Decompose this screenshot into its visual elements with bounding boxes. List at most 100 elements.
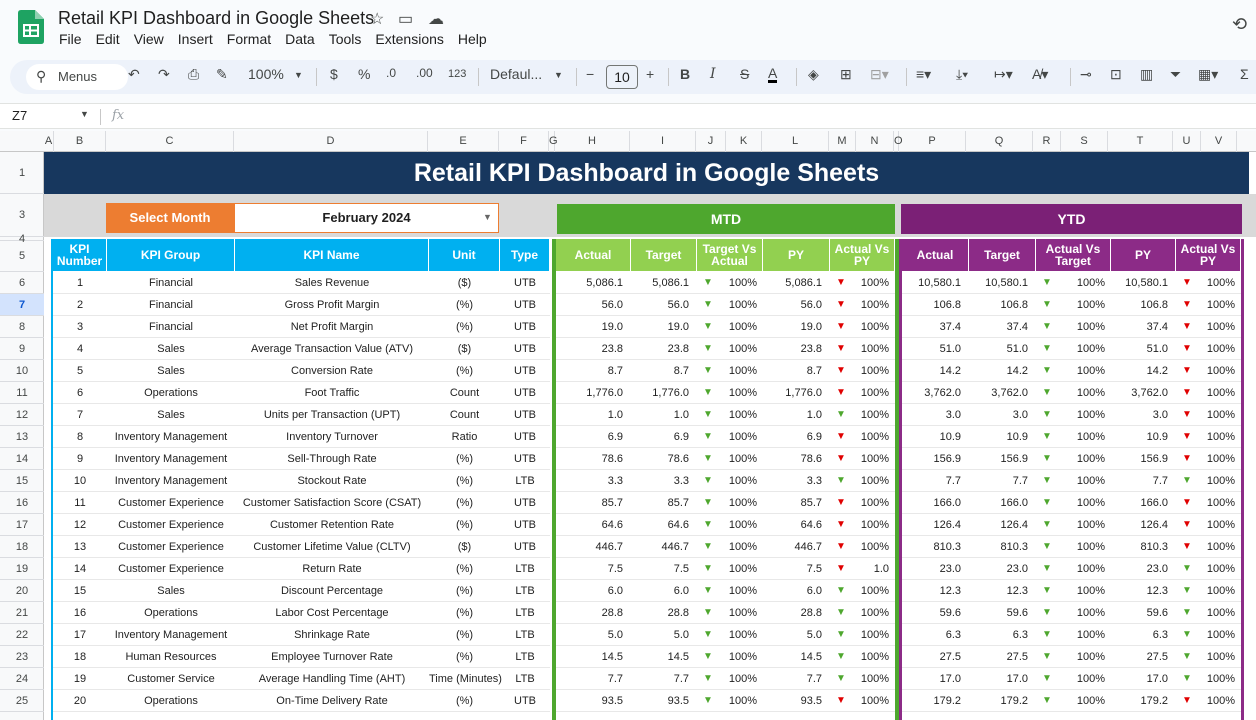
ytd-py-cell[interactable]: 3.0 <box>1111 404 1176 426</box>
insert-chart-icon[interactable]: ▥ <box>1140 66 1154 82</box>
ytd-target-cell[interactable]: 37.4 <box>969 316 1036 338</box>
row-header[interactable]: 22 <box>0 624 44 646</box>
unit-cell[interactable]: (%) <box>429 558 500 580</box>
kpi-name-cell[interactable]: Net Profit Margin <box>235 316 429 338</box>
type-cell[interactable]: LTB <box>500 580 550 602</box>
kpi-number-cell[interactable]: 11 <box>53 492 107 514</box>
kpi-number-cell[interactable]: 19 <box>53 668 107 690</box>
ytd-py-cell[interactable]: 6.3 <box>1111 624 1176 646</box>
mtd-target-cell[interactable]: 3.3 <box>631 470 697 492</box>
ytd-target-cell[interactable]: 3.0 <box>969 404 1036 426</box>
ytd-py-cell[interactable]: 37.4 <box>1111 316 1176 338</box>
menu-data[interactable]: Data <box>285 31 315 47</box>
kpi-number-cell[interactable]: 12 <box>53 514 107 536</box>
mtd-target-vs-actual-cell[interactable]: 100% <box>697 448 763 470</box>
horizontal-align-icon[interactable]: ≡▾ <box>916 66 932 82</box>
ytd-actual-vs-py-cell[interactable]: 100% <box>1176 558 1241 580</box>
ytd-actual-cell[interactable]: 179.2 <box>902 690 969 712</box>
ytd-actual-vs-target-cell[interactable]: 100% <box>1036 382 1111 404</box>
currency-format-button[interactable]: $ <box>330 66 338 82</box>
mtd-actual-cell[interactable]: 23.8 <box>556 338 631 360</box>
column-header[interactable]: D <box>234 131 428 152</box>
row-header[interactable]: 11 <box>0 382 44 404</box>
kpi-number-cell[interactable]: 5 <box>53 360 107 382</box>
mtd-actual-cell[interactable]: 6.9 <box>556 426 631 448</box>
column-header[interactable]: A <box>44 131 54 152</box>
ytd-actual-vs-target-cell[interactable]: 100% <box>1036 514 1111 536</box>
mtd-target-cell[interactable]: 85.7 <box>631 492 697 514</box>
type-cell[interactable]: UTB <box>500 382 550 404</box>
type-cell[interactable]: LTB <box>500 602 550 624</box>
ytd-actual-cell[interactable]: 106.8 <box>902 294 969 316</box>
type-cell[interactable]: LTB <box>500 624 550 646</box>
kpi-group-cell[interactable]: Financial <box>107 272 235 294</box>
mtd-actual-vs-py-cell[interactable]: 100% <box>830 360 895 382</box>
type-cell[interactable]: UTB <box>500 492 550 514</box>
menu-insert[interactable]: Insert <box>177 31 213 47</box>
ytd-py-cell[interactable]: 10,580.1 <box>1111 272 1176 294</box>
kpi-name-cell[interactable]: Sales Revenue <box>235 272 429 294</box>
number-format-button[interactable]: 123 <box>448 68 467 80</box>
ytd-actual-cell[interactable]: 156.9 <box>902 448 969 470</box>
kpi-name-cell[interactable]: Customer Lifetime Value (CLTV) <box>235 536 429 558</box>
row-header[interactable]: 15 <box>0 470 44 492</box>
mtd-target-cell[interactable]: 78.6 <box>631 448 697 470</box>
ytd-actual-vs-target-cell[interactable]: 100% <box>1036 316 1111 338</box>
ytd-target-cell[interactable]: 17.0 <box>969 668 1036 690</box>
unit-cell[interactable]: (%) <box>429 690 500 712</box>
mtd-py-cell[interactable]: 5,086.1 <box>763 272 830 294</box>
mtd-actual-cell[interactable]: 56.0 <box>556 294 631 316</box>
fill-color-icon[interactable]: ◈ <box>808 66 819 82</box>
type-cell[interactable]: UTB <box>500 360 550 382</box>
unit-cell[interactable]: (%) <box>429 624 500 646</box>
unit-cell[interactable]: (%) <box>429 646 500 668</box>
ytd-actual-cell[interactable]: 10,580.1 <box>902 272 969 294</box>
mtd-py-cell[interactable]: 56.0 <box>763 294 830 316</box>
bold-button[interactable]: B <box>680 66 691 82</box>
kpi-number-cell[interactable]: 7 <box>53 404 107 426</box>
insert-comment-icon[interactable]: ⊡ <box>1110 66 1122 82</box>
kpi-number-cell[interactable]: 6 <box>53 382 107 404</box>
ytd-actual-vs-py-cell[interactable]: 100% <box>1176 580 1241 602</box>
kpi-number-cell[interactable]: 10 <box>53 470 107 492</box>
mtd-target-vs-actual-cell[interactable]: 100% <box>697 382 763 404</box>
kpi-name-cell[interactable]: Labor Cost Percentage <box>235 602 429 624</box>
mtd-target-vs-actual-cell[interactable]: 100% <box>697 316 763 338</box>
kpi-number-cell[interactable]: 16 <box>53 602 107 624</box>
mtd-actual-cell[interactable]: 7.5 <box>556 558 631 580</box>
ytd-py-cell[interactable]: 106.8 <box>1111 294 1176 316</box>
kpi-name-cell[interactable]: On-Time Delivery Rate <box>235 690 429 712</box>
kpi-group-cell[interactable]: Human Resources <box>107 646 235 668</box>
unit-cell[interactable]: Count <box>429 404 500 426</box>
mtd-actual-vs-py-cell[interactable]: 100% <box>830 624 895 646</box>
insert-link-icon[interactable]: ⊸ <box>1080 66 1092 82</box>
mtd-actual-cell[interactable]: 85.7 <box>556 492 631 514</box>
ytd-actual-cell[interactable]: 810.3 <box>902 536 969 558</box>
type-cell[interactable]: UTB <box>500 690 550 712</box>
column-header[interactable]: I <box>630 131 696 152</box>
ytd-actual-vs-target-cell[interactable]: 100% <box>1036 602 1111 624</box>
mtd-target-vs-actual-cell[interactable]: 100% <box>697 624 763 646</box>
kpi-name-cell[interactable]: Conversion Rate <box>235 360 429 382</box>
ytd-py-cell[interactable]: 17.0 <box>1111 668 1176 690</box>
mtd-actual-cell[interactable]: 7.7 <box>556 668 631 690</box>
column-header[interactable]: U <box>1173 131 1201 152</box>
row-header[interactable]: 13 <box>0 426 44 448</box>
type-cell[interactable]: UTB <box>500 316 550 338</box>
ytd-actual-vs-py-cell[interactable]: 100% <box>1176 624 1241 646</box>
redo-icon[interactable]: ↷ <box>158 66 170 82</box>
mtd-target-cell[interactable]: 6.0 <box>631 580 697 602</box>
mtd-actual-vs-py-cell[interactable]: 100% <box>830 492 895 514</box>
row-header[interactable]: 21 <box>0 602 44 624</box>
row-header[interactable]: 14 <box>0 448 44 470</box>
ytd-target-cell[interactable]: 12.3 <box>969 580 1036 602</box>
kpi-group-cell[interactable]: Inventory Management <box>107 426 235 448</box>
ytd-actual-vs-py-cell[interactable]: 100% <box>1176 514 1241 536</box>
row-header[interactable]: 7 <box>0 294 44 316</box>
name-box[interactable]: Z7 <box>12 108 28 123</box>
kpi-group-cell[interactable]: Customer Experience <box>107 514 235 536</box>
unit-cell[interactable]: (%) <box>429 492 500 514</box>
kpi-number-cell[interactable]: 14 <box>53 558 107 580</box>
mtd-py-cell[interactable]: 93.5 <box>763 690 830 712</box>
mtd-target-cell[interactable]: 19.0 <box>631 316 697 338</box>
